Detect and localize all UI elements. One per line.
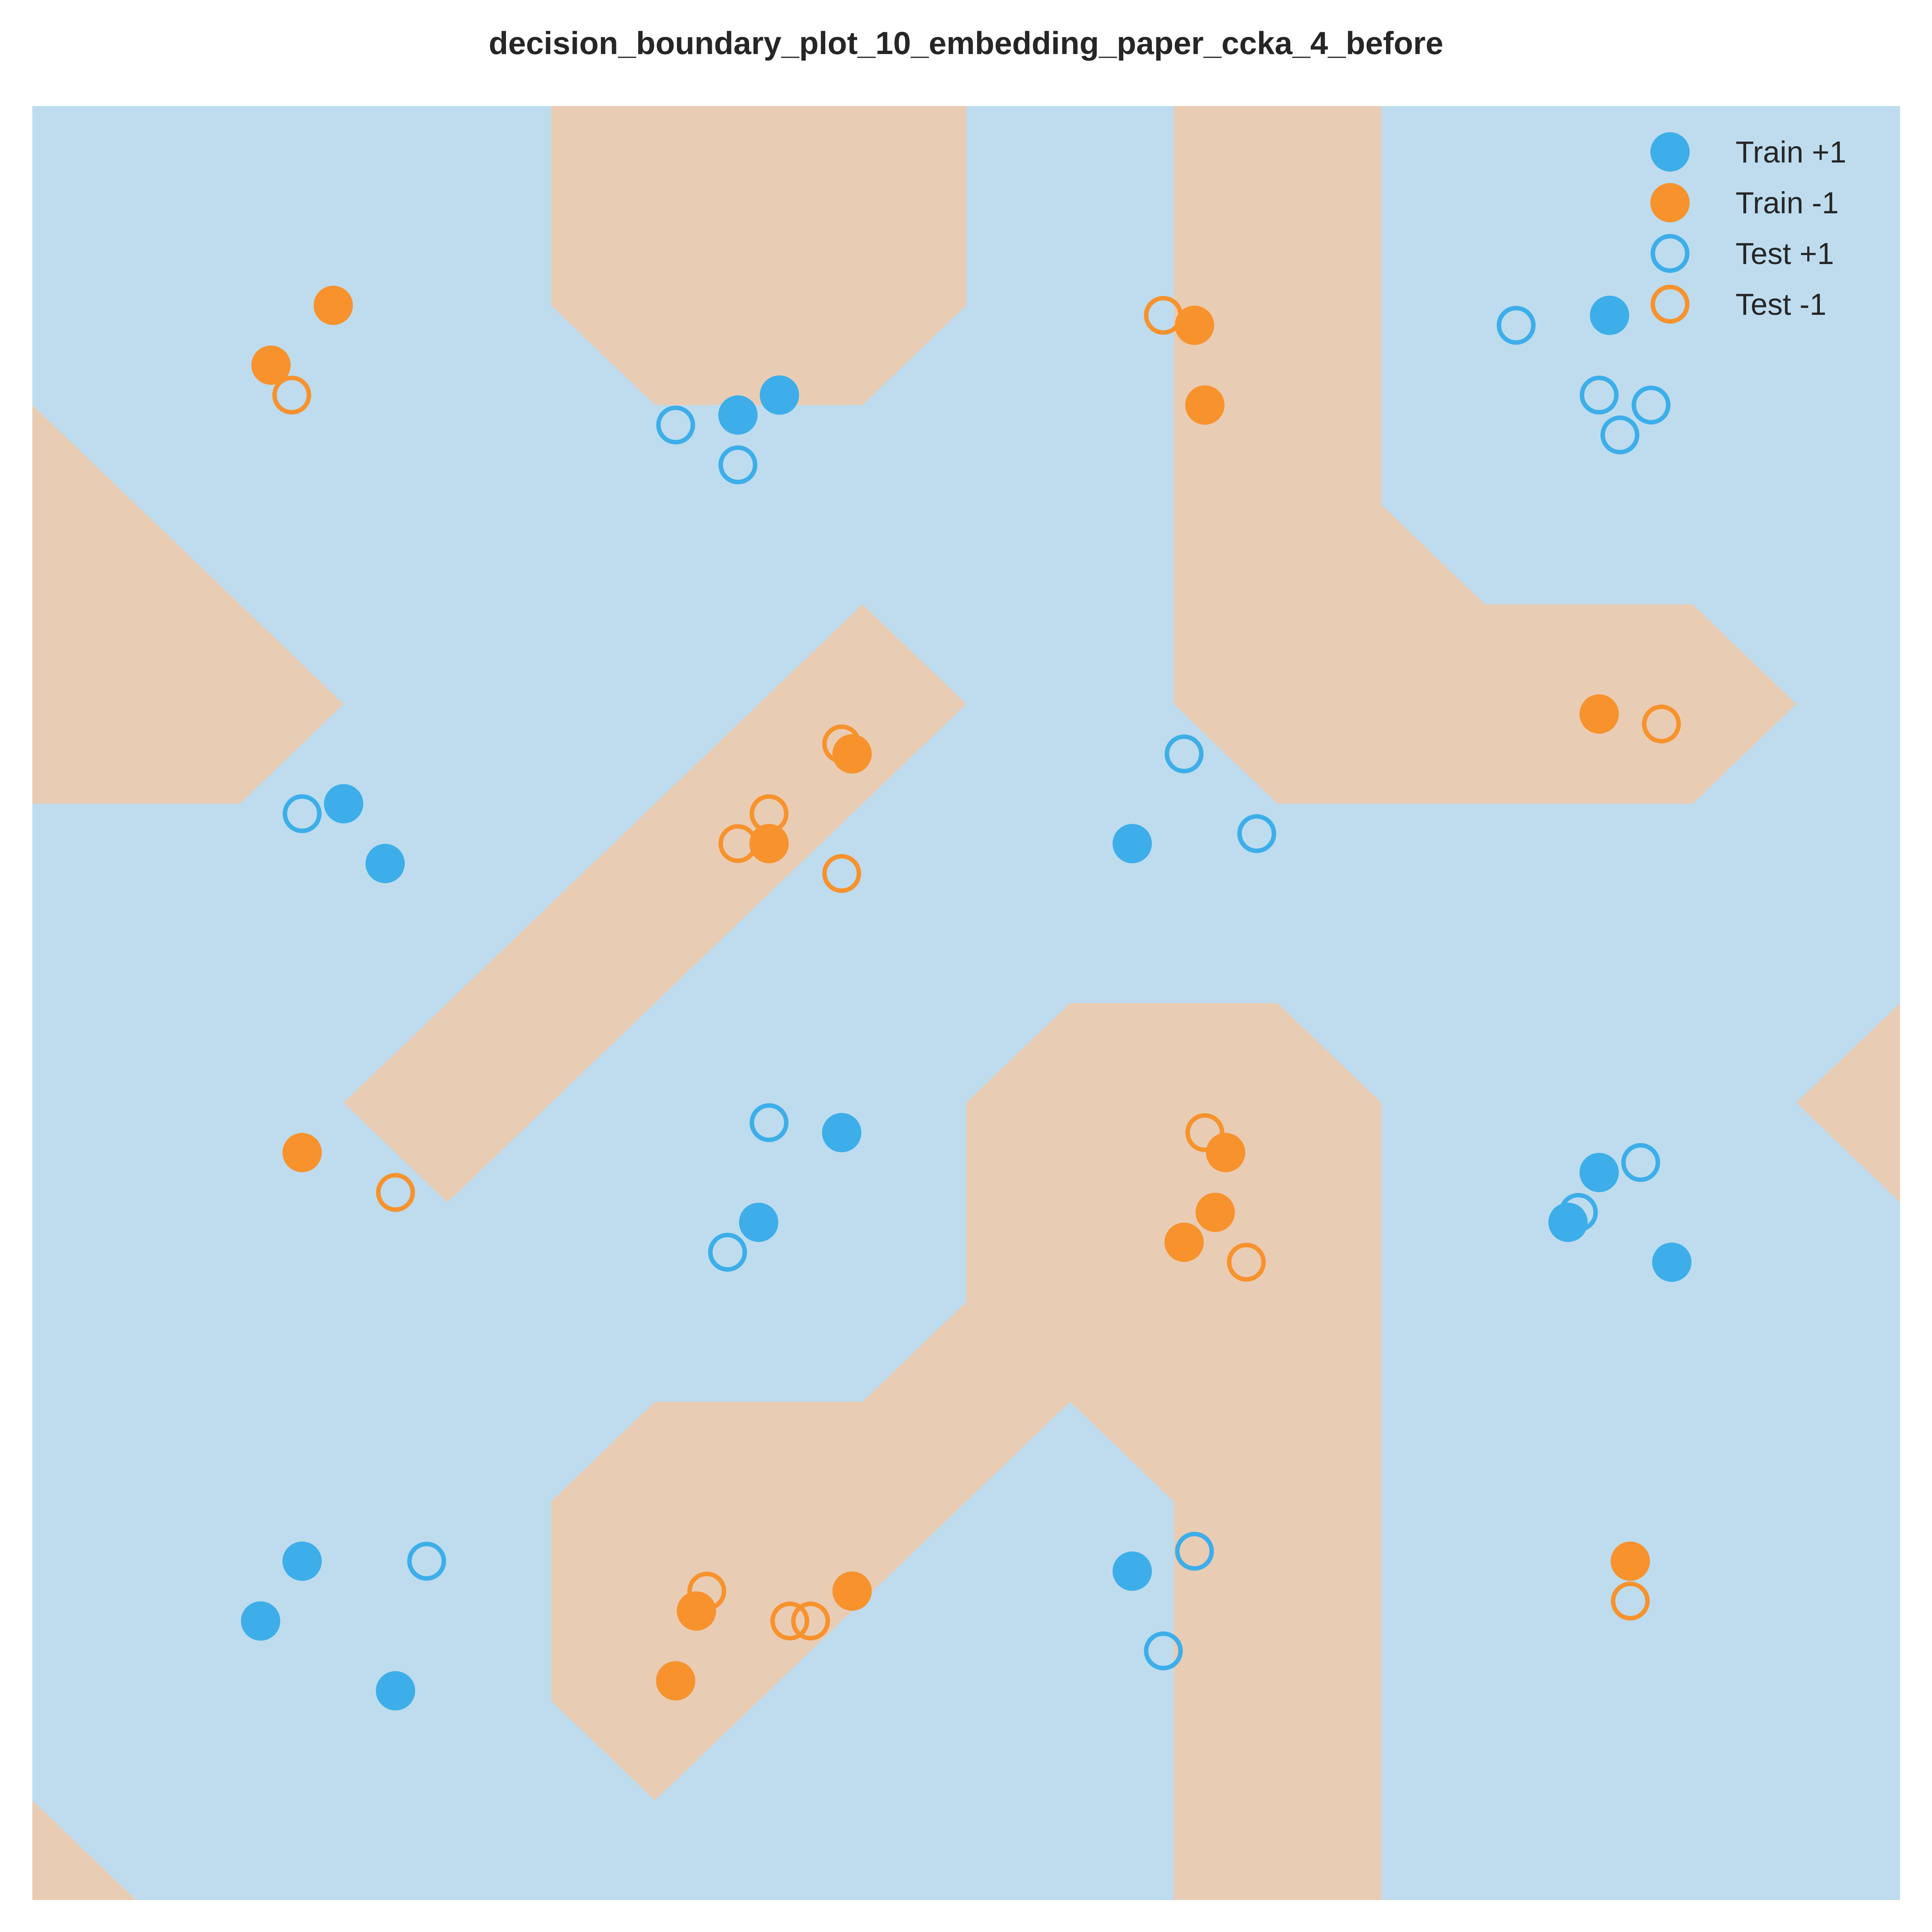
test-pos1-point-0 [656,405,695,445]
test-neg1-point-2 [1642,704,1681,743]
test-pos1-point-10 [708,1233,747,1272]
legend-label-test-pos1: Test +1 [1736,237,1834,271]
chart-title: decision_boundary_plot_10_embedding_pape… [488,25,1444,61]
train-neg1-point-6 [749,824,789,863]
test-pos1-point-7 [282,794,322,833]
negative-region-2 [1174,106,1797,804]
test-neg1-point-3 [822,724,861,764]
train-pos1-point-4 [365,844,405,884]
train-pos1-point-0 [760,375,799,415]
negative-region-0 [32,405,344,804]
test-pos1-point-3 [1580,375,1619,415]
train-neg1-point-1 [251,345,291,385]
train-neg1-point-12 [832,1571,872,1611]
train-pos1-point-9 [1548,1202,1588,1242]
test-neg1-point-10 [687,1571,727,1611]
legend-label-test-neg1: Test -1 [1736,287,1826,321]
train-neg1-point-8 [1206,1133,1246,1173]
test-pos1-point-6 [1165,734,1204,773]
legend: Train +1 Train -1 Test +1 Test -1 [1650,132,1846,324]
legend-marker-test-pos1 [1650,234,1690,273]
legend-marker-test-neg1 [1650,285,1690,324]
train-neg1-point-7 [282,1133,322,1173]
train-pos1-point-11 [282,1541,322,1581]
test-neg1-point-0 [1144,296,1183,335]
train-neg1-point-10 [1164,1222,1204,1262]
negative-region-5 [1796,1003,1900,1202]
train-neg1-point-2 [1175,305,1214,345]
train-neg1-point-14 [1610,1541,1650,1581]
train-pos1-point-7 [739,1202,779,1242]
test-neg1-point-12 [791,1601,830,1641]
train-neg1-point-9 [1195,1193,1235,1232]
test-pos1-point-15 [1144,1631,1183,1670]
test-neg1-point-8 [1185,1113,1225,1152]
negative-region-3 [343,604,966,1202]
negative-region-6 [32,1800,136,1900]
test-neg1-point-5 [718,824,758,863]
test-neg1-point-11 [770,1601,810,1641]
train-neg1-point-13 [656,1661,695,1701]
test-neg1-point-4 [749,794,789,833]
test-pos1-point-2 [1496,306,1536,345]
train-neg1-point-5 [832,734,872,774]
test-neg1-point-6 [822,854,861,893]
test-neg1-point-9 [1227,1243,1266,1282]
test-neg1-point-7 [376,1173,415,1212]
test-neg1-point-13 [1611,1582,1650,1621]
test-pos1-point-11 [1621,1143,1660,1182]
test-pos1-point-14 [1175,1532,1214,1571]
positive-region-background [32,106,1900,1900]
test-pos1-point-5 [1600,415,1640,454]
legend-label-train-pos1: Train +1 [1736,135,1846,169]
train-pos1-point-8 [1579,1152,1619,1192]
train-pos1-point-13 [376,1671,415,1711]
train-pos1-point-14 [1113,1551,1152,1591]
train-neg1-point-4 [1579,694,1619,734]
train-pos1-point-12 [241,1601,280,1641]
legend-label-train-neg1: Train -1 [1736,186,1839,220]
train-pos1-point-3 [324,784,363,824]
test-pos1-point-12 [1559,1193,1598,1232]
data-points [241,285,1692,1711]
legend-marker-train-neg1 [1650,183,1690,222]
test-pos1-point-9 [749,1103,789,1142]
train-pos1-point-2 [1590,296,1630,335]
test-pos1-point-1 [718,445,758,484]
legend-marker-train-pos1 [1650,132,1690,172]
test-neg1-point-1 [272,375,311,415]
train-neg1-point-11 [677,1591,716,1631]
test-pos1-point-13 [407,1541,446,1581]
train-pos1-point-5 [1113,824,1152,863]
test-pos1-point-4 [1632,385,1671,425]
train-pos1-point-1 [718,395,758,435]
negative-region-1 [551,106,966,405]
train-pos1-point-10 [1652,1242,1692,1282]
train-neg1-point-0 [314,285,353,325]
train-neg1-point-3 [1185,385,1225,425]
train-pos1-point-6 [822,1113,862,1152]
test-pos1-point-8 [1237,814,1276,853]
